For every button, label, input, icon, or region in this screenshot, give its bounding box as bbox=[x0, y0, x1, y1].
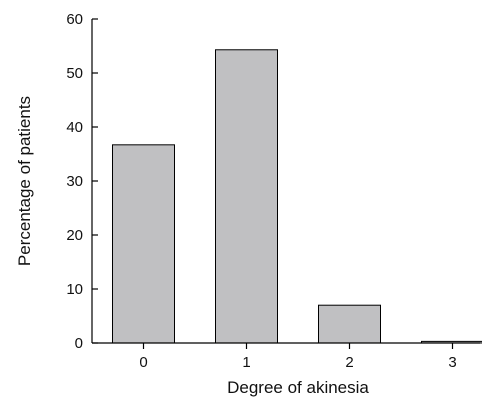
bar-2 bbox=[318, 304, 381, 344]
bar-0 bbox=[112, 144, 175, 344]
y-tick-label: 40 bbox=[66, 119, 83, 136]
x-tick-label: 3 bbox=[448, 354, 456, 371]
y-tick-label: 0 bbox=[75, 335, 83, 352]
x-tick-label: 0 bbox=[139, 354, 147, 371]
y-axis-ticks: 0 10 20 30 40 50 60 bbox=[66, 11, 98, 352]
x-axis-title: Degree of akinesia bbox=[227, 378, 369, 397]
y-tick-label: 10 bbox=[66, 281, 83, 298]
bar-1 bbox=[215, 49, 278, 344]
y-axis-title: Percentage of patients bbox=[15, 96, 34, 266]
y-tick-label: 50 bbox=[66, 65, 83, 82]
x-axis-ticks: 0 1 2 3 bbox=[139, 343, 457, 371]
x-tick-label: 1 bbox=[242, 354, 250, 371]
bars bbox=[112, 49, 482, 344]
y-tick-label: 60 bbox=[66, 11, 83, 28]
y-tick-label: 30 bbox=[66, 173, 83, 190]
x-tick-label: 2 bbox=[345, 354, 353, 371]
y-tick-label: 20 bbox=[66, 227, 83, 244]
